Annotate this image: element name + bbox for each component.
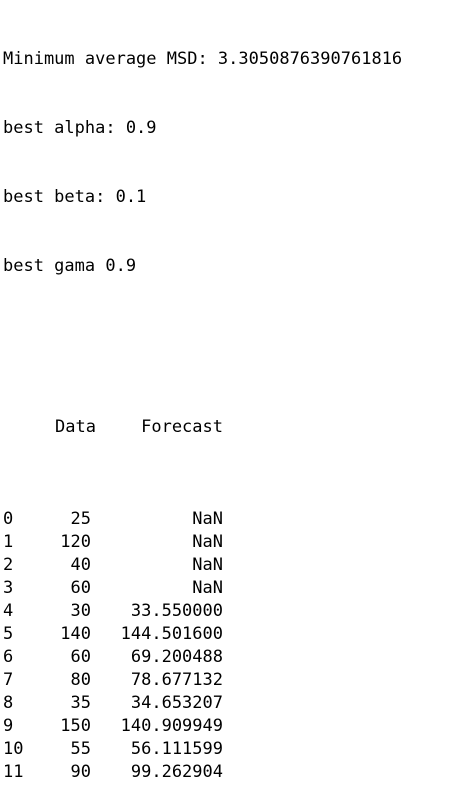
table-body: 0 25 NaN 1 120 NaN 2 40 NaN 3 60 NaN 4 30 33.550000 5 14… [3, 508, 402, 784]
data-cell: 55 [70, 739, 91, 759]
data-cell: 120 [60, 532, 91, 552]
gama-line: best gama 0.9 [3, 256, 137, 276]
table-row: 5 140 144.501600 [3, 623, 402, 646]
column-header-forecast: Forecast [141, 417, 223, 437]
data-cell: 30 [70, 601, 91, 621]
table-row: 6 60 69.200488 [3, 646, 402, 669]
row-index: 11 [3, 762, 24, 782]
forecast-cell: NaN [192, 555, 223, 575]
forecast-cell: 99.262904 [130, 762, 223, 782]
msd-line: Minimum average MSD: 3.3050876390761816 [3, 49, 403, 69]
forecast-cell: 56.111599 [130, 739, 223, 759]
forecast-cell: 144.501600 [120, 624, 223, 644]
data-cell: 150 [60, 716, 91, 736]
forecast-cell: 78.677132 [130, 670, 223, 690]
forecast-cell: 69.200488 [130, 647, 223, 667]
table-row: 3 60 NaN [3, 577, 402, 600]
table-header: Data Forecast [3, 416, 402, 439]
console-output: Minimum average MSD: 3.3050876390761816 … [3, 2, 402, 807]
table-row: 9 150 140.909949 [3, 715, 402, 738]
blank-line [3, 324, 402, 347]
row-index: 6 [3, 647, 14, 667]
forecast-cell: NaN [192, 578, 223, 598]
data-cell: 80 [70, 670, 91, 690]
alpha-line: best alpha: 0.9 [3, 118, 157, 138]
forecast-cell: NaN [192, 532, 223, 552]
table-row: 11 90 99.262904 [3, 761, 402, 784]
table-row: 8 35 34.653207 [3, 692, 402, 715]
table-row: 7 80 78.677132 [3, 669, 402, 692]
data-cell: 90 [70, 762, 91, 782]
row-index: 4 [3, 601, 14, 621]
row-index: 2 [3, 555, 14, 575]
row-index: 10 [3, 739, 24, 759]
row-index: 1 [3, 532, 14, 552]
data-cell: 60 [70, 647, 91, 667]
table-row: 4 30 33.550000 [3, 600, 402, 623]
data-cell: 35 [70, 693, 91, 713]
row-index: 3 [3, 578, 14, 598]
row-index: 9 [3, 716, 14, 736]
forecast-cell: 33.550000 [130, 601, 223, 621]
beta-line: best beta: 0.1 [3, 187, 147, 207]
table-row: 1 120 NaN [3, 531, 402, 554]
forecast-cell: NaN [192, 509, 223, 529]
table-row: 0 25 NaN [3, 508, 402, 531]
table-row: 2 40 NaN [3, 554, 402, 577]
forecast-cell: 140.909949 [120, 716, 223, 736]
data-cell: 140 [60, 624, 91, 644]
row-index: 7 [3, 670, 14, 690]
column-header-data: Data [55, 417, 96, 437]
row-index: 8 [3, 693, 14, 713]
table-row: 10 55 56.111599 [3, 738, 402, 761]
row-index: 0 [3, 509, 14, 529]
data-cell: 60 [70, 578, 91, 598]
data-cell: 25 [70, 509, 91, 529]
forecast-cell: 34.653207 [130, 693, 223, 713]
data-cell: 40 [70, 555, 91, 575]
row-index: 5 [3, 624, 14, 644]
